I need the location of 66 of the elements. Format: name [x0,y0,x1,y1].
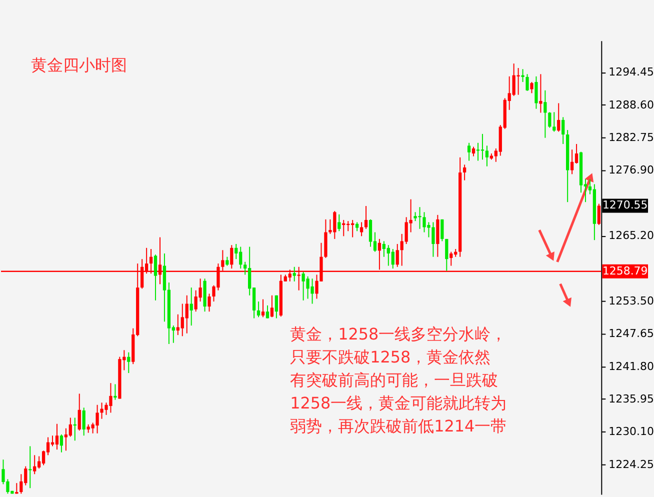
candlestick [274,294,278,319]
y-tick-label: 1294.45 [608,66,654,79]
y-tick-label: 1253.50 [608,294,654,308]
candlestick [64,428,68,452]
candlestick [570,149,574,175]
y-tick-label: 1282.75 [608,131,654,144]
candlestick [382,240,386,258]
candlestick [78,393,81,432]
candlestick [440,218,444,242]
y-tick-label: 1265.20 [608,229,654,242]
candlestick [364,205,368,230]
candlestick [360,222,364,237]
candlestick [472,146,476,157]
candlestick [544,90,547,138]
candlestick [261,298,265,318]
candlestick [270,294,274,318]
candlestick [33,454,36,475]
candlestick [368,218,372,248]
candlestick [526,74,529,92]
candlestick [396,243,399,268]
candlestick [597,203,600,226]
candlestick [530,81,534,94]
candlestick [562,116,565,144]
y-tick-label: 1276.90 [608,164,654,177]
candlestick [82,407,86,436]
annotation: 只要不跌破1258，黄金依然 [290,348,491,367]
candlestick [552,112,556,132]
candlestick [60,434,64,453]
annotation: 有突破前高的可能，一旦跌破 [290,370,498,390]
candlestick [534,76,538,110]
text: 1270.55 [602,198,648,212]
candlestick [548,112,552,128]
candlestick [391,248,394,270]
y-tick-label: 1230.10 [608,425,654,438]
y-tick-label: 1224.25 [608,458,654,471]
candlestick [114,384,117,400]
text: 黄金四小时图 [30,56,127,75]
annotation: 黄金，1258一线多空分水岭， [290,324,507,344]
candlestick [445,238,448,272]
candlestick [154,254,158,301]
annotation: 1258一线，黄金可能就此转为 [290,394,507,413]
candlestick [539,74,542,114]
candlestick [516,68,520,96]
candlestick [185,294,188,334]
candlestick [256,301,260,318]
y-tick-label: 1288.60 [608,98,654,112]
y-tick-label: 1247.65 [608,327,654,340]
candlestick [68,417,72,438]
y-tick-label: 1241.80 [608,360,654,373]
candlestick [450,251,453,266]
y-tick-label: 1235.95 [608,392,654,406]
ref-line-label: 1258.79 [602,264,648,278]
candlestick [462,164,466,181]
candlestick [230,244,234,270]
candlestick [338,214,341,232]
annotation: 弱势，再次跌破前低1214一带 [290,416,507,436]
candlestick [208,293,211,312]
candlestick [266,304,270,319]
candlestick [127,352,130,374]
candlestick [521,68,524,82]
candlestick [557,102,560,132]
candlestick [55,423,59,450]
candlestick [190,287,193,326]
candlestick [292,266,296,282]
candlestick [485,145,489,167]
candlestick [467,142,471,162]
